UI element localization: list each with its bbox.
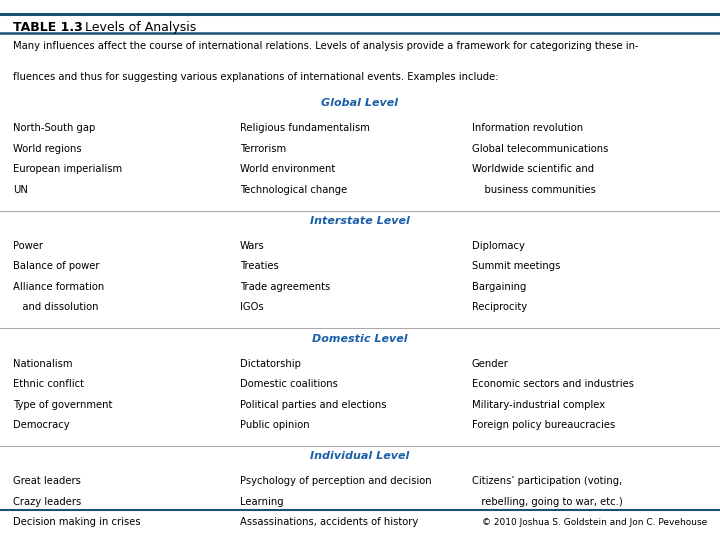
Text: Great leaders: Great leaders <box>13 476 81 487</box>
Text: Ethnic conflict: Ethnic conflict <box>13 379 84 389</box>
Text: Trade agreements: Trade agreements <box>240 282 330 292</box>
Text: Terrorism: Terrorism <box>240 144 286 154</box>
Text: North-South gap: North-South gap <box>13 123 95 133</box>
Text: Worldwide scientific and: Worldwide scientific and <box>472 164 594 174</box>
Text: Domestic coalitions: Domestic coalitions <box>240 379 338 389</box>
Text: Treaties: Treaties <box>240 261 279 272</box>
Text: Decision making in crises: Decision making in crises <box>13 517 140 528</box>
Text: Gender: Gender <box>472 359 508 369</box>
Text: Public opinion: Public opinion <box>240 420 310 430</box>
Text: Power: Power <box>13 241 43 251</box>
Text: IGOs: IGOs <box>240 302 264 313</box>
Text: Psychology of perception and decision: Psychology of perception and decision <box>240 476 431 487</box>
Text: UN: UN <box>13 185 28 195</box>
Text: Alliance formation: Alliance formation <box>13 282 104 292</box>
Text: World regions: World regions <box>13 144 81 154</box>
Text: Domestic Level: Domestic Level <box>312 334 408 344</box>
Text: Foreign policy bureaucracies: Foreign policy bureaucracies <box>472 420 615 430</box>
Text: Wars: Wars <box>240 241 264 251</box>
Text: Learning: Learning <box>240 497 284 507</box>
Text: © 2010 Joshua S. Goldstein and Jon C. Pevehouse: © 2010 Joshua S. Goldstein and Jon C. Pe… <box>482 518 707 528</box>
Text: Dictatorship: Dictatorship <box>240 359 301 369</box>
Text: Global telecommunications: Global telecommunications <box>472 144 608 154</box>
Text: Summit meetings: Summit meetings <box>472 261 560 272</box>
Text: European imperialism: European imperialism <box>13 164 122 174</box>
Text: business communities: business communities <box>472 185 595 195</box>
Text: Interstate Level: Interstate Level <box>310 216 410 226</box>
Text: Individual Level: Individual Level <box>310 451 410 462</box>
Text: and dissolution: and dissolution <box>13 302 99 313</box>
Text: Information revolution: Information revolution <box>472 123 582 133</box>
Text: Religious fundamentalism: Religious fundamentalism <box>240 123 369 133</box>
Text: Many influences affect the course of international relations. Levels of analysis: Many influences affect the course of int… <box>13 41 639 51</box>
Text: Democracy: Democracy <box>13 420 70 430</box>
Text: Diplomacy: Diplomacy <box>472 241 524 251</box>
Text: Levels of Analysis: Levels of Analysis <box>85 21 197 33</box>
Text: Nationalism: Nationalism <box>13 359 73 369</box>
Text: Balance of power: Balance of power <box>13 261 99 272</box>
Text: Assassinations, accidents of history: Assassinations, accidents of history <box>240 517 418 528</box>
Text: Economic sectors and industries: Economic sectors and industries <box>472 379 634 389</box>
Text: TABLE 1.3: TABLE 1.3 <box>13 21 83 33</box>
Text: Technological change: Technological change <box>240 185 347 195</box>
Text: Citizens’ participation (voting,: Citizens’ participation (voting, <box>472 476 622 487</box>
Text: Crazy leaders: Crazy leaders <box>13 497 81 507</box>
Text: fluences and thus for suggesting various explanations of international events. E: fluences and thus for suggesting various… <box>13 72 498 83</box>
Text: World environment: World environment <box>240 164 335 174</box>
Text: rebelling, going to war, etc.): rebelling, going to war, etc.) <box>472 497 622 507</box>
Text: Type of government: Type of government <box>13 400 112 410</box>
Text: Bargaining: Bargaining <box>472 282 526 292</box>
Text: Military-industrial complex: Military-industrial complex <box>472 400 605 410</box>
Text: Political parties and elections: Political parties and elections <box>240 400 386 410</box>
Text: Global Level: Global Level <box>321 98 399 109</box>
Text: Reciprocity: Reciprocity <box>472 302 527 313</box>
